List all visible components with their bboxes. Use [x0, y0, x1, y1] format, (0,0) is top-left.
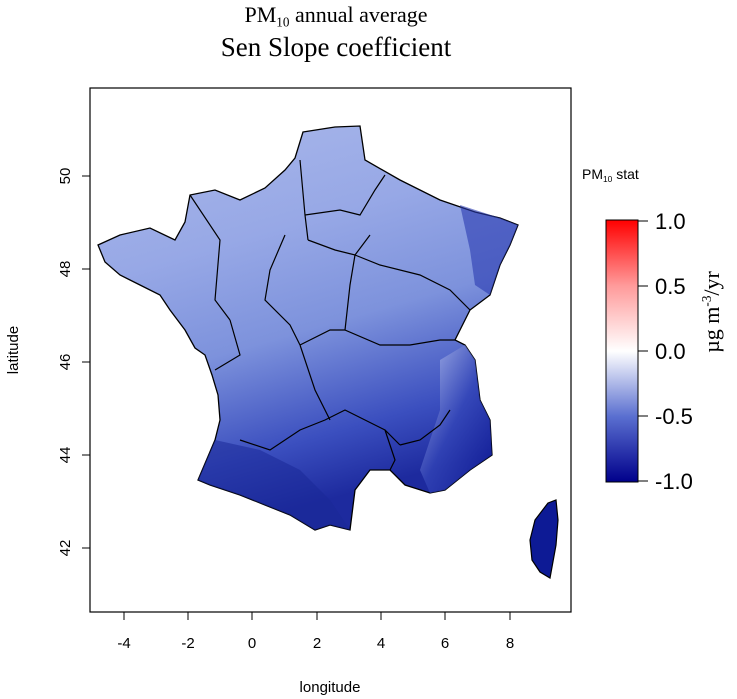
y-tick-label: 48 [57, 261, 74, 278]
colorbar-unit-label: µg m-3/yr [699, 271, 724, 353]
colorbar-tick-label: 0.5 [655, 274, 686, 299]
x-axis-ticks [123, 612, 511, 620]
colorbar-tick-label: -1.0 [655, 469, 693, 494]
x-tick-label: 2 [313, 635, 321, 652]
x-tick-label: 6 [441, 635, 449, 652]
colorbar-tick-label: -0.5 [655, 404, 693, 429]
y-tick-label: 50 [57, 168, 74, 185]
colorbar-tick-label: 0.0 [655, 339, 686, 364]
legend-title: PM10 stat [582, 166, 639, 184]
y-axis-ticks [82, 175, 90, 549]
chart-title-line2: Sen Slope coefficient [220, 32, 452, 62]
x-tick-label: -2 [181, 635, 194, 652]
y-tick-label: 44 [57, 447, 74, 464]
chart-title-line1: PM10 annual average [244, 2, 428, 30]
south-west-zone [198, 440, 350, 530]
colorbar-tick-label: 1.0 [655, 209, 686, 234]
south-east-zone [420, 345, 492, 493]
region-boundaries [189, 159, 471, 471]
north-east-zone [460, 205, 518, 295]
y-axis-label: latitude [5, 326, 22, 374]
x-tick-label: 4 [377, 635, 385, 652]
x-axis-label: longitude [300, 679, 361, 696]
colorbar-ticks [638, 220, 648, 482]
colorbar [605, 219, 639, 483]
x-tick-label: 8 [506, 635, 514, 652]
x-tick-label: -4 [117, 635, 130, 652]
y-tick-label: 46 [57, 354, 74, 371]
corsica [529, 499, 559, 579]
y-tick-label: 42 [57, 540, 74, 557]
x-tick-label: 0 [248, 635, 256, 652]
